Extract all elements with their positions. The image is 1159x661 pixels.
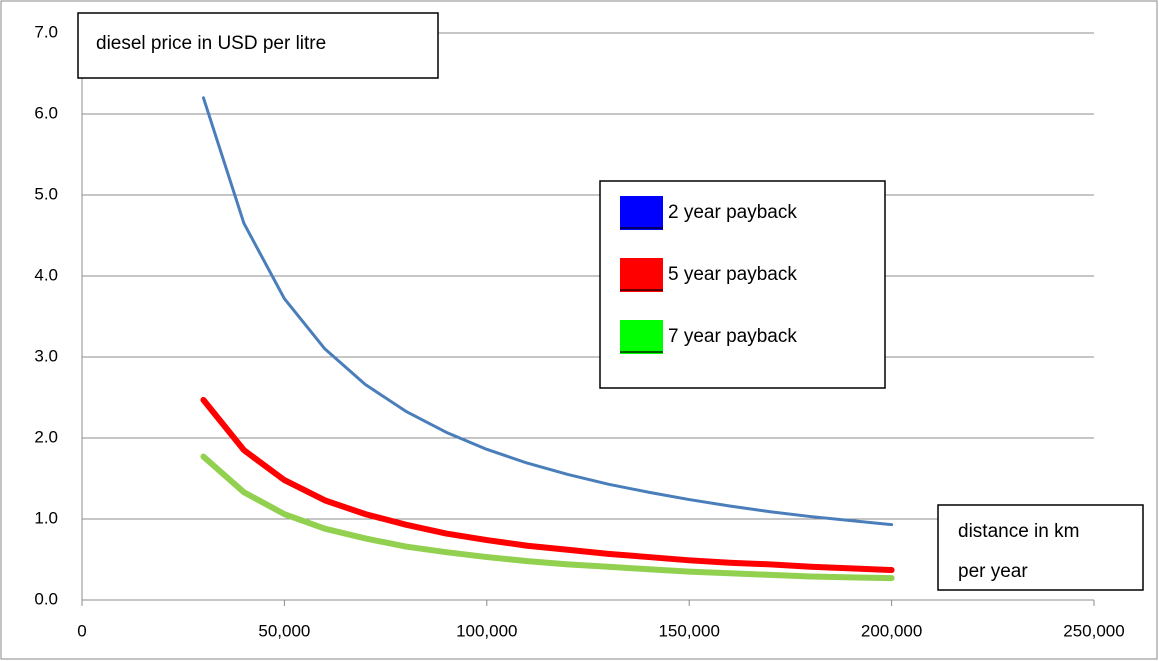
series-line — [201, 96, 894, 527]
legend-swatch — [620, 196, 663, 230]
x-label-box — [937, 504, 1144, 591]
y-tick-label: 5.0 — [34, 184, 58, 203]
series-line — [200, 453, 895, 582]
legend-label: 7 year payback — [668, 326, 797, 347]
y-tick-label: 6.0 — [34, 103, 58, 122]
x-tick-label: 250,000 — [1063, 621, 1124, 640]
x-label: distance in km — [958, 521, 1079, 542]
x-tick-label: 150,000 — [658, 621, 719, 640]
x-tick-label: 200,000 — [861, 621, 922, 640]
x-tick-label: 0 — [77, 621, 86, 640]
y-label: diesel price in USD per litre — [96, 33, 326, 54]
x-tick-label: 100,000 — [456, 621, 517, 640]
y-tick-label: 2.0 — [34, 427, 58, 446]
y-tick-label: 7.0 — [34, 22, 58, 41]
y-label-box — [77, 12, 439, 79]
x-tick-label: 50,000 — [258, 621, 310, 640]
legend-swatch — [620, 258, 663, 292]
y-tick-label: 1.0 — [34, 508, 58, 527]
legend-label: 2 year payback — [668, 202, 797, 223]
y-tick-label: 3.0 — [34, 346, 58, 365]
series-line — [200, 396, 895, 574]
x-label: per year — [958, 561, 1028, 582]
legend-swatch — [620, 320, 663, 354]
legend-label: 5 year payback — [668, 264, 797, 285]
y-tick-label: 4.0 — [34, 265, 58, 284]
y-tick-label: 0.0 — [34, 589, 58, 608]
